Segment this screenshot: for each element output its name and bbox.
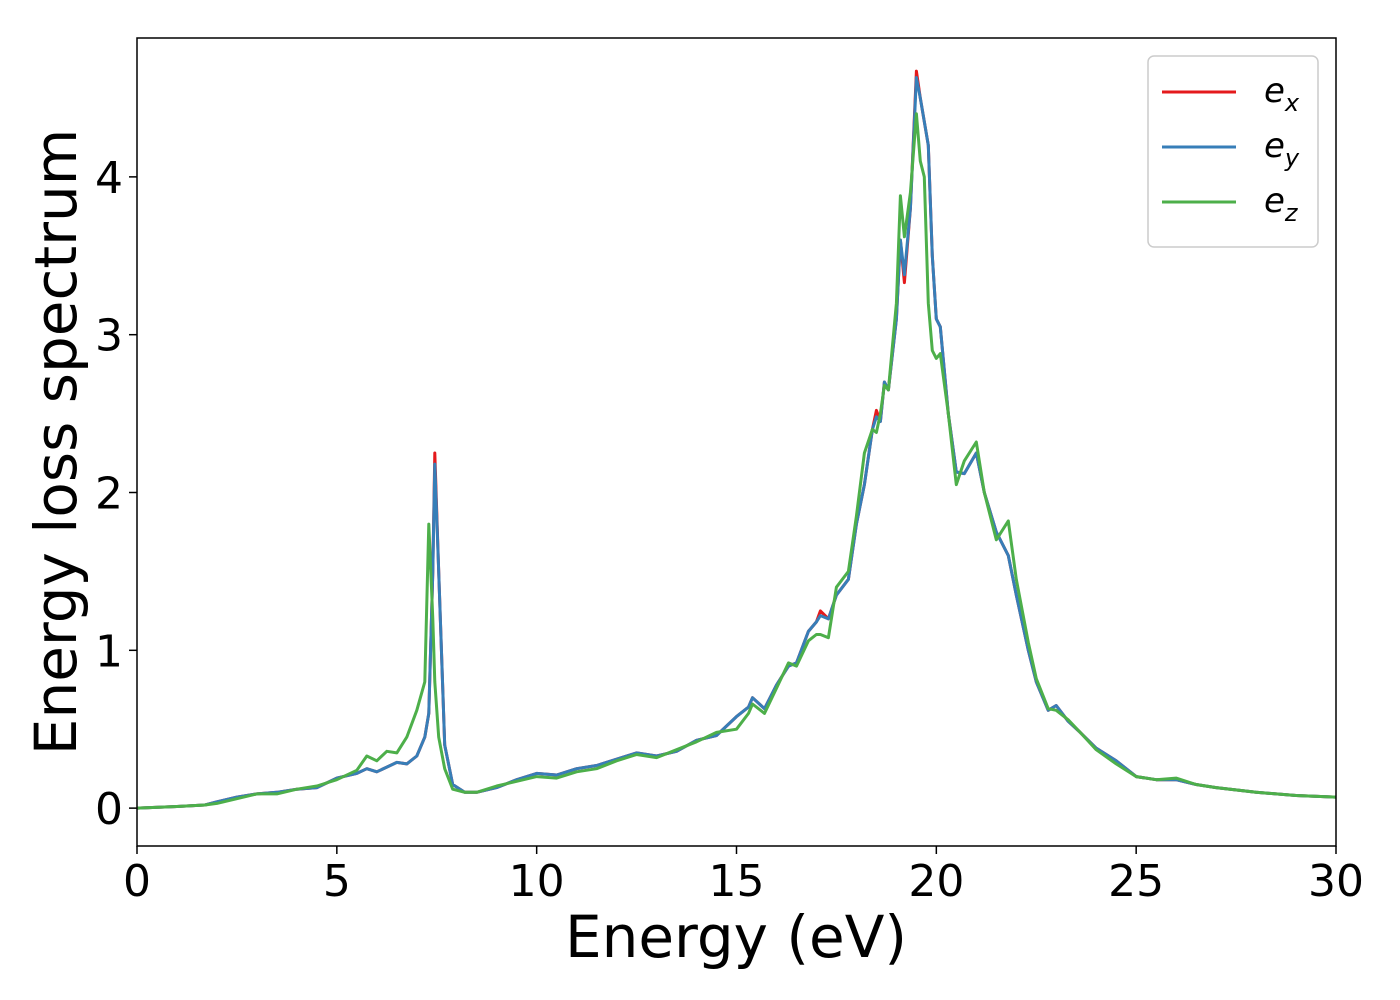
y-tick-label: 4 [95, 153, 123, 204]
x-tick-label: 25 [1108, 856, 1164, 907]
series-line [137, 76, 1336, 810]
legend-box [1147, 55, 1319, 248]
x-tick-label: 20 [908, 856, 964, 907]
plot-frame [136, 37, 1337, 847]
y-tick-label: 1 [95, 626, 123, 677]
y-tick-label: 3 [95, 311, 123, 362]
x-axis-label: Energy (eV) [565, 903, 907, 971]
x-tick-label: 5 [323, 856, 351, 907]
x-tick-label: 10 [509, 856, 565, 907]
legend-label: ex [1264, 71, 1300, 117]
y-tick-label: 0 [95, 784, 123, 835]
y-tick-label: 2 [95, 469, 123, 520]
series-line [137, 112, 1336, 810]
x-tick-label: 15 [709, 856, 765, 907]
x-tick-label: 0 [123, 856, 151, 907]
x-tick-label: 30 [1308, 856, 1364, 907]
legend-label: ez [1264, 181, 1299, 227]
y-axis-label: Energy loss spectrum [22, 129, 90, 755]
legend-label: ey [1264, 126, 1300, 172]
